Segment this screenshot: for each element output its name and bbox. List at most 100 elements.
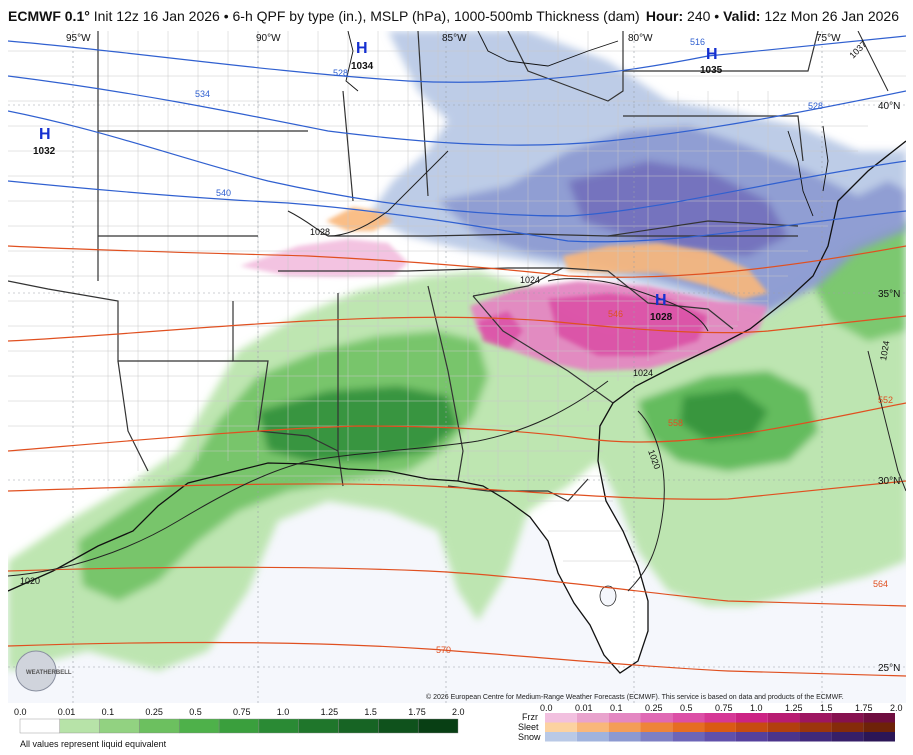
high-value-west: 1032 <box>33 146 56 157</box>
lon-label-85w: 85°W <box>442 33 467 44</box>
sleet-swatch <box>672 722 705 732</box>
logo-circle <box>15 650 57 692</box>
mix-tick-label: 0.25 <box>645 703 663 713</box>
high-symbol-ny: H <box>706 46 718 63</box>
rain-tick-label: 1.25 <box>321 707 339 717</box>
frzr-spot-sc <box>478 311 523 349</box>
border-ga-fl <box>447 478 589 502</box>
isobar-label-1024-coast: 1024 <box>633 368 653 378</box>
thickness-label-540: 540 <box>216 188 231 198</box>
legend-type-sleet: Sleet <box>518 722 539 732</box>
rain-atlantic-core <box>680 389 768 441</box>
rain-swatch <box>19 718 61 734</box>
sleet-swatch <box>640 722 673 732</box>
snow-swatch <box>576 732 609 742</box>
sleet-swatch <box>576 722 609 732</box>
mix-tick-label: 1.5 <box>820 703 833 713</box>
border-va-nc <box>607 220 799 237</box>
high-value-carolinas: 1028 <box>650 312 673 323</box>
rain-swatch <box>417 718 459 734</box>
thickness-cold <box>8 35 906 243</box>
rain-swatch <box>258 718 299 734</box>
frzr-swatch <box>608 713 641 723</box>
county-grid <box>8 31 906 562</box>
snow-swatch <box>767 732 800 742</box>
longitude-labels: 95°W 90°W 85°W 80°W 75°W <box>66 33 841 44</box>
mix-tick-label: 1.0 <box>750 703 763 713</box>
lat-label-35n: 35°N <box>878 289 900 300</box>
snow-swatch <box>735 732 768 742</box>
degree-sign: ° <box>84 8 90 24</box>
chart-title: ECMWF 0.1° Init 12z 16 Jan 2026 • 6-h QP… <box>8 8 640 24</box>
isobar-label-1028: 1028 <box>310 227 330 237</box>
sleet-east <box>563 243 768 299</box>
rain-swatch <box>59 718 100 734</box>
thickness-warm <box>8 245 906 677</box>
lon-label-95w: 95°W <box>66 33 91 44</box>
lake-okeechobee <box>599 585 617 607</box>
sleet-swatch <box>831 722 864 732</box>
high-value-ohio: 1034 <box>351 61 374 72</box>
mix-legend: 0.0 0.01 0.1 0.25 0.5 0.75 1.0 1.25 1.5 1.75 2.0 <box>540 703 903 742</box>
rain-tick-label: 2.0 <box>452 707 465 717</box>
frzr-swatch <box>672 713 705 723</box>
frzr-swatch <box>735 713 768 723</box>
border-oh-wv <box>507 31 624 102</box>
sleet-swatch <box>767 722 800 732</box>
legend-svg: 0.0 0.01 0.1 0.25 0.5 0.75 1.0 1.25 1.5 1.75 2.0 A… <box>14 703 903 749</box>
thickness-label-570: 570 <box>436 645 451 655</box>
hour-label: Hour: <box>645 8 684 24</box>
high-value-ny: 1035 <box>700 65 723 76</box>
lat-label-30n: 30°N <box>878 476 900 487</box>
valid-separator: • <box>714 8 720 24</box>
border-ok-tx <box>8 280 119 321</box>
thickness-labels: 516 528 534 540 528 552 558 564 570 546 <box>195 37 893 655</box>
snow-swatch <box>545 732 577 742</box>
mix-tick-label: 0.0 <box>540 703 553 713</box>
sleet-swatch <box>799 722 832 732</box>
thickness-label-516: 516 <box>690 37 705 47</box>
rain-swatch <box>99 718 140 734</box>
rain-tick-label: 0.1 <box>102 707 115 717</box>
lon-label-80w: 80°W <box>628 33 653 44</box>
rain-swatch <box>338 718 379 734</box>
thickness-label-558: 558 <box>668 418 683 428</box>
rain-tick-label: 0.5 <box>189 707 202 717</box>
coastline <box>8 140 906 674</box>
frzr-swatch <box>863 713 895 723</box>
valid-label: Valid: <box>723 8 761 24</box>
mix-tick-label: 0.5 <box>680 703 693 713</box>
frzr-swatch <box>545 713 577 723</box>
latlon-grid <box>8 31 906 703</box>
rain-tick-label: 1.0 <box>277 707 290 717</box>
rain-tick-label: 0.75 <box>233 707 251 717</box>
isobar-label-1024-east: 1024 <box>878 340 891 361</box>
border-tx-la <box>117 360 149 472</box>
copyright-notice: © 2026 European Centre for Medium-Range … <box>426 693 844 701</box>
rain-tick-label: 1.75 <box>408 707 426 717</box>
mix-tick-label: 0.75 <box>715 703 733 713</box>
border-il-in <box>342 90 354 202</box>
lat-label-40n: 40°N <box>878 101 900 112</box>
latitude-labels: 40°N 35°N 30°N 25°N <box>878 101 900 674</box>
rain-tick-label: 1.5 <box>364 707 377 717</box>
weatherbell-logo: WEATHERBELL <box>15 650 72 692</box>
sleet-swatch <box>704 722 736 732</box>
thickness-label-552: 552 <box>878 395 893 405</box>
border-la-ms <box>232 301 339 452</box>
hour-value: 240 <box>687 8 711 24</box>
legend-note: All values represent liquid equivalent <box>20 739 167 749</box>
border-nc-sc <box>472 267 734 330</box>
high-symbol-ohio: H <box>356 40 368 57</box>
thickness-label-528-east: 528 <box>808 101 823 111</box>
isobar-label-1020-gulf: 1020 <box>20 576 40 586</box>
sleet-west <box>326 207 393 231</box>
thickness-label-564: 564 <box>873 579 888 589</box>
border-pa-ny <box>623 31 819 72</box>
rain-swatch <box>179 718 220 734</box>
isobars <box>8 31 906 592</box>
legend: 0.0 0.01 0.1 0.25 0.5 0.75 1.0 1.25 1.5 1.75 2.0 A… <box>0 703 913 750</box>
mix-tick-label: 0.01 <box>575 703 593 713</box>
frzr-swatch <box>704 713 736 723</box>
mix-tick-label: 2.0 <box>890 703 903 713</box>
